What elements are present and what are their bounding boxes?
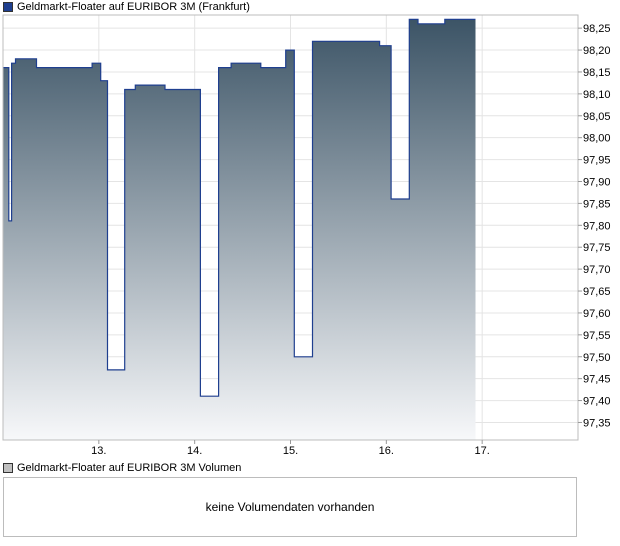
y-tick-label: 97,55 xyxy=(583,330,611,342)
y-tick-label: 97,85 xyxy=(583,198,611,210)
y-tick-label: 97,45 xyxy=(583,374,611,386)
y-tick-label: 97,50 xyxy=(583,352,611,364)
price-legend-swatch xyxy=(3,2,13,12)
volume-legend-swatch xyxy=(3,463,13,473)
y-tick-label: 97,95 xyxy=(583,155,611,167)
y-tick-label: 98,00 xyxy=(583,133,611,145)
y-tick-label: 97,35 xyxy=(583,417,611,429)
y-tick-label: 97,40 xyxy=(583,396,611,408)
price-chart: 98,25 98,20 98,15 98,10 98,05 98,00 97,95 97,90… xyxy=(2,14,611,457)
y-tick-label: 98,15 xyxy=(583,67,611,79)
y-tick-label: 97,75 xyxy=(583,242,611,254)
y-tick-label: 97,65 xyxy=(583,286,611,298)
y-tick-label: 98,20 xyxy=(583,45,611,57)
price-legend: Geldmarkt-Floater auf EURIBOR 3M (Frankf… xyxy=(3,0,250,14)
y-tick-label: 98,05 xyxy=(583,111,611,123)
volume-panel: keine Volumendaten vorhanden xyxy=(3,477,577,537)
y-tick-label: 97,80 xyxy=(583,220,611,232)
volume-empty-message: keine Volumendaten vorhanden xyxy=(205,500,375,514)
x-tick-label: 13. xyxy=(91,445,106,457)
x-tick-label: 14. xyxy=(187,445,202,457)
y-tick-label: 98,25 xyxy=(583,23,611,35)
price-legend-label: Geldmarkt-Floater auf EURIBOR 3M (Frankf… xyxy=(17,1,250,13)
x-tick-label: 17. xyxy=(475,445,490,457)
x-tick-label: 16. xyxy=(379,445,394,457)
y-tick-label: 98,10 xyxy=(583,89,611,101)
volume-legend: Geldmarkt-Floater auf EURIBOR 3M Volumen xyxy=(3,461,241,475)
price-series-line xyxy=(3,18,476,397)
y-tick-label: 97,70 xyxy=(583,264,611,276)
volume-legend-label: Geldmarkt-Floater auf EURIBOR 3M Volumen xyxy=(17,462,242,474)
y-tick-label: 97,60 xyxy=(583,308,611,320)
x-tick-label: 15. xyxy=(283,445,298,457)
price-area-fill xyxy=(3,19,476,441)
y-tick-label: 97,90 xyxy=(583,176,611,188)
